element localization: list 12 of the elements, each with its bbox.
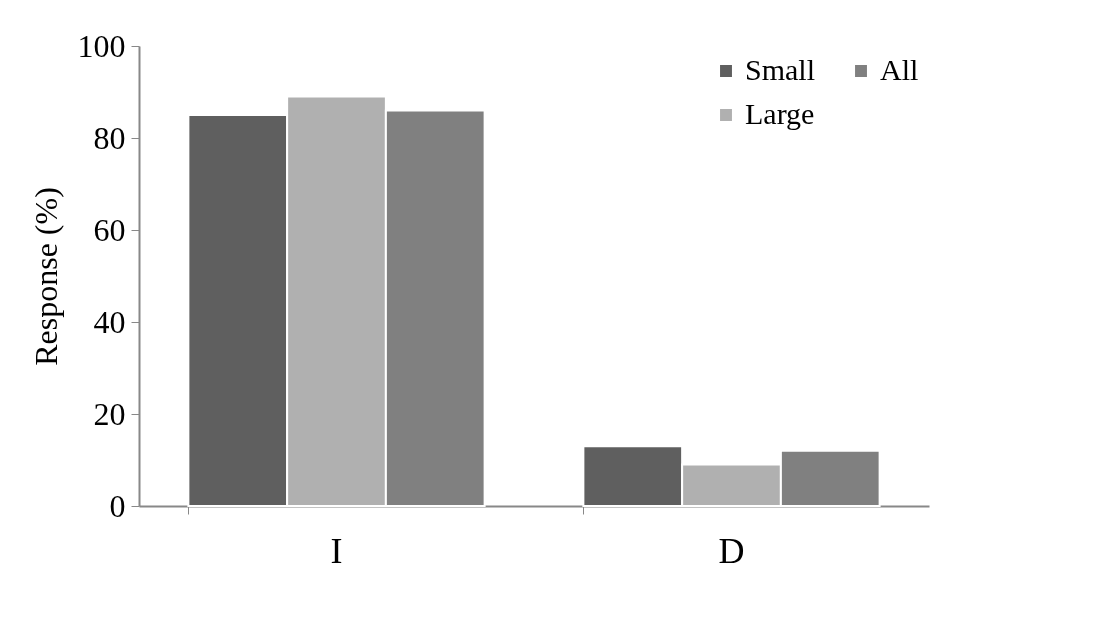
y-tick-label: 80 [93,119,126,156]
y-tick-label: 20 [93,395,126,432]
y-tick-label: 0 [109,487,126,524]
legend-label: All [880,53,919,86]
y-tick-label: 40 [93,303,126,340]
legend-label: Large [745,97,815,130]
x-tick-label: I [330,530,343,571]
y-tick-label: 100 [77,27,126,64]
legend-label: Small [745,53,816,86]
y-tick-label: 60 [93,211,126,248]
x-tick-label: D [718,530,745,571]
y-axis-title: Response (%) [27,187,64,366]
